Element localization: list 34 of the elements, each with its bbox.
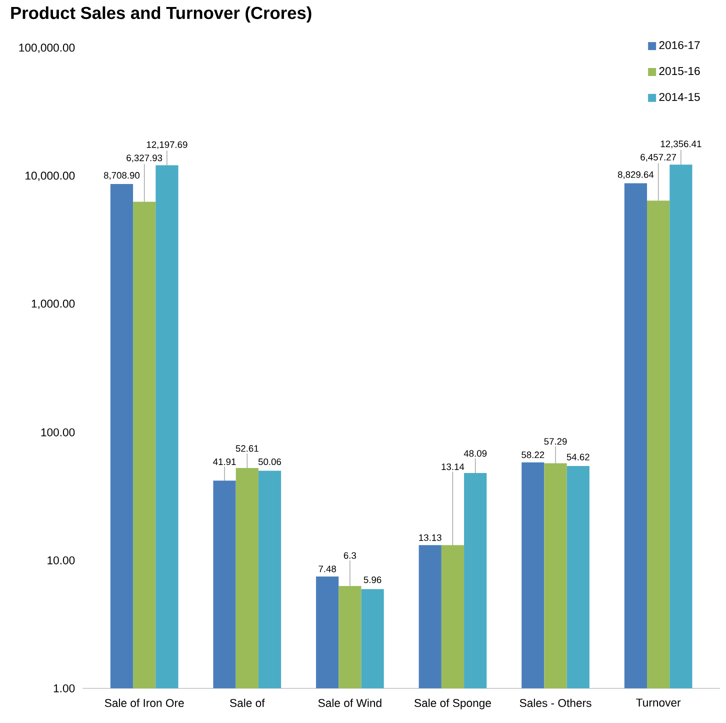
data-label: 8,829.64	[618, 171, 654, 179]
x-tick-label: Sale of Iron Ore	[104, 698, 184, 708]
x-tick-label: Sale of	[230, 698, 265, 708]
data-label: 41.91	[213, 458, 236, 466]
data-label: 12,197.69	[146, 141, 188, 150]
data-label: 12,356.41	[660, 140, 702, 148]
data-label: 7.48	[318, 566, 336, 572]
x-tick-label: Turnover	[636, 698, 681, 707]
data-label: 6,327.93	[126, 154, 162, 162]
legend-label: 2014-15	[659, 92, 700, 101]
x-tick-label: Sale of Sponge	[414, 698, 491, 710]
data-label: 6.3	[344, 552, 356, 559]
y-tick-label: 10,000.00	[26, 172, 75, 181]
data-label: 52.61	[236, 445, 258, 452]
x-tick-label: Sale of Wind	[318, 698, 382, 708]
data-label: 13.13	[419, 534, 442, 541]
data-label: 57.29	[544, 438, 567, 445]
y-tick-label: 100.00	[41, 428, 75, 436]
data-label: 50.06	[258, 458, 282, 466]
data-label: 6,457.27	[640, 154, 676, 162]
legend-label: 2015-16	[659, 67, 700, 76]
data-label: 58.22	[522, 452, 544, 458]
y-tick-label: 1,000.00	[32, 300, 75, 309]
y-tick-label: 1.00	[54, 684, 75, 692]
y-tick-label: 100,000.00	[19, 44, 75, 53]
y-tick-label: 10.00	[48, 556, 75, 564]
data-label: 13.14	[442, 463, 464, 470]
data-label: 5.96	[364, 576, 382, 584]
data-label: 48.09	[464, 450, 487, 457]
data-label: 54.62	[566, 454, 590, 460]
x-tick-label: Sales - Others	[520, 698, 592, 708]
data-label: 8,708.90	[104, 172, 140, 180]
legend-label: 2016-17	[659, 41, 700, 50]
chart-title: Product Sales and Turnover (Crores)	[11, 6, 312, 23]
